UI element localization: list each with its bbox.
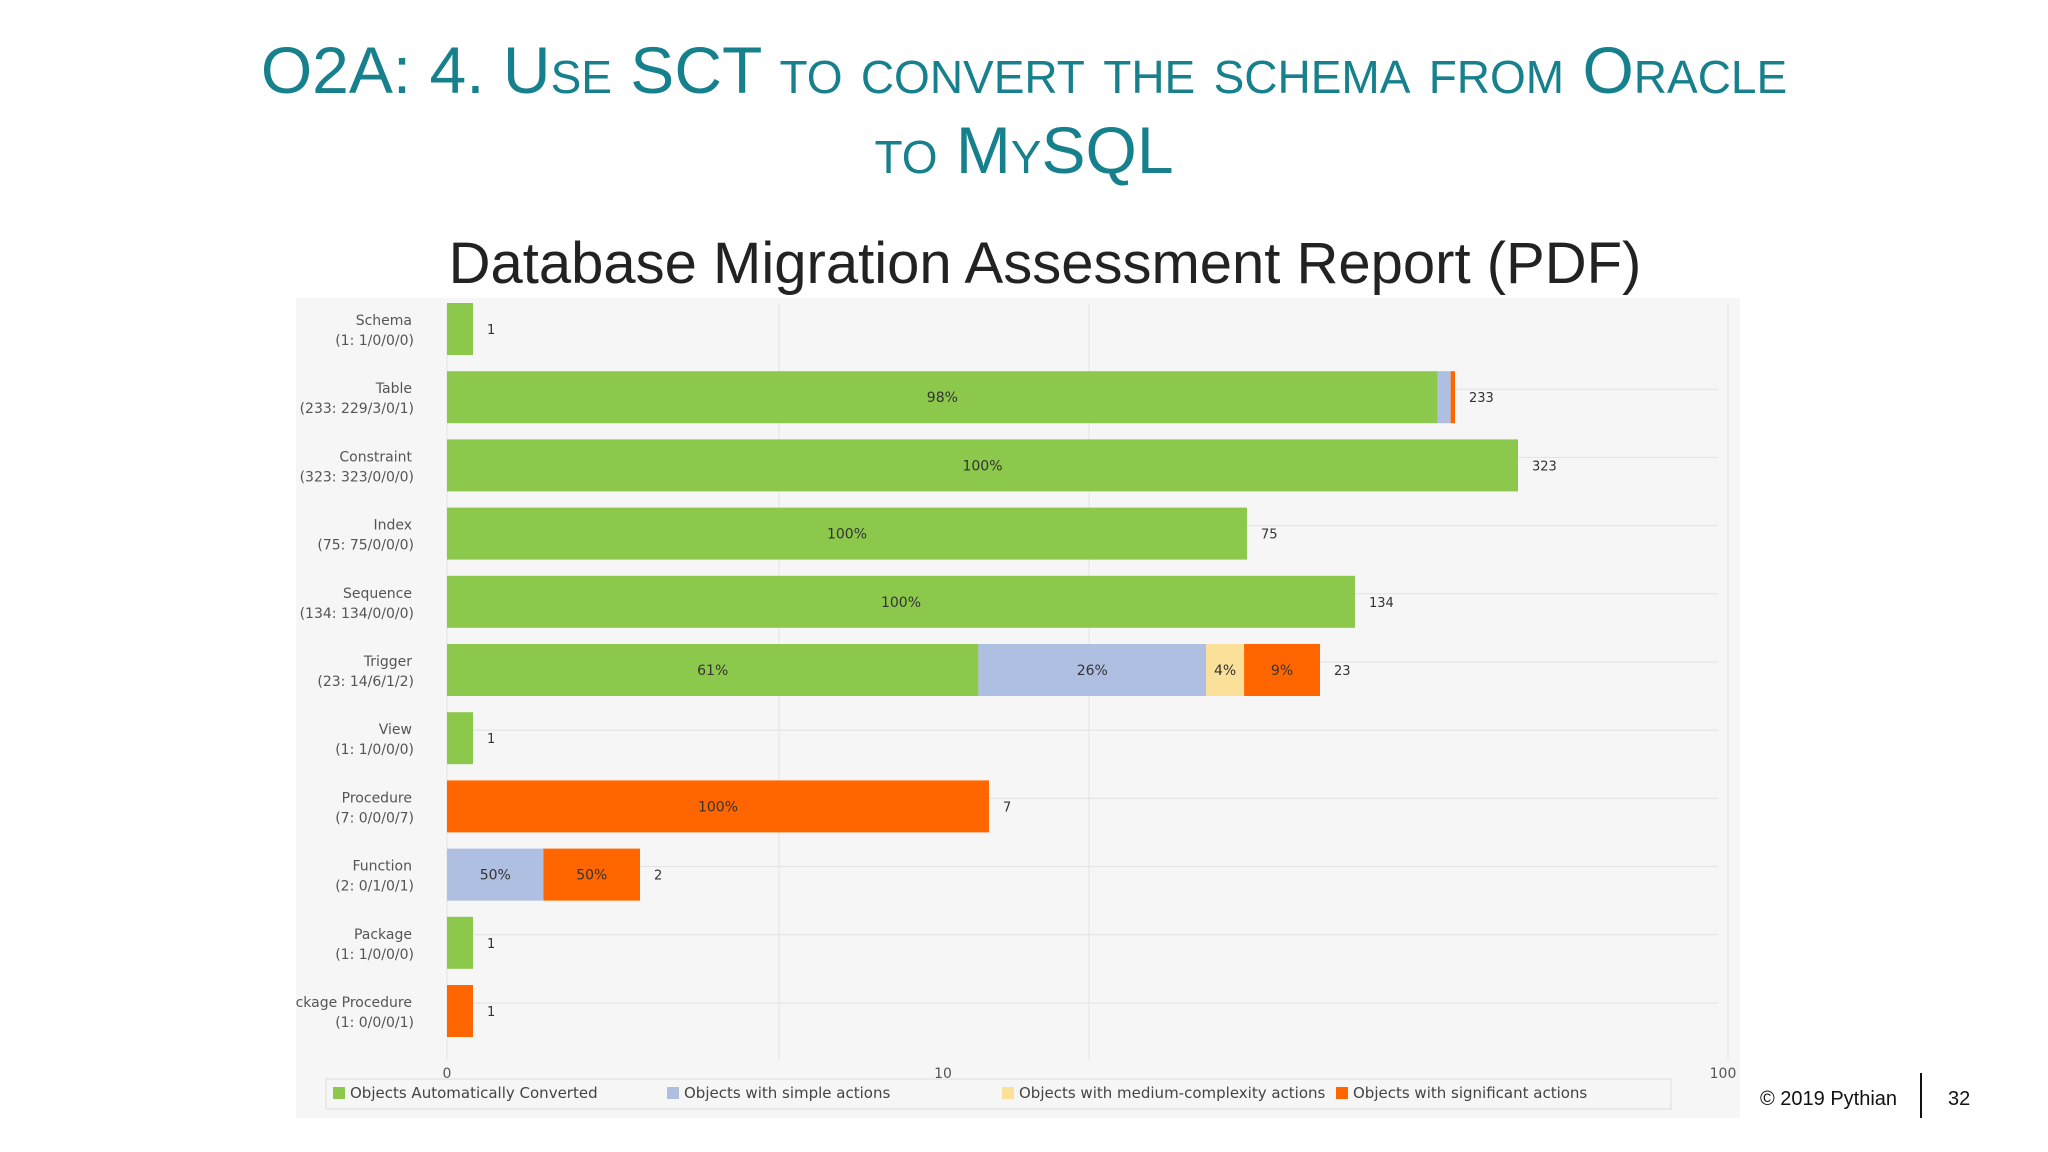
bar-total-label: 7 bbox=[1003, 800, 1011, 815]
bar-segment-objects-automatically-converted bbox=[447, 644, 979, 696]
bar-segment-objects-automatically-converted bbox=[447, 712, 473, 765]
category-label: Schema bbox=[356, 313, 412, 329]
slide-title-line2: to MySQL bbox=[874, 113, 1174, 187]
bar-total-label: 134 bbox=[1369, 596, 1394, 611]
category-sublabel: (23: 14/6/1/2) bbox=[317, 674, 414, 690]
bar-segment-objects-automatically-converted bbox=[447, 439, 1518, 492]
category-sublabel: (323: 323/0/0/0) bbox=[300, 469, 414, 485]
bar-percent-label: 4% bbox=[1214, 663, 1236, 679]
bar-segment-objects-with-simple-actions bbox=[1437, 371, 1451, 424]
bar-total-label: 2 bbox=[654, 869, 662, 884]
bar-percent-label: 61% bbox=[697, 663, 728, 679]
x-tick-label: 0 bbox=[443, 1066, 452, 1082]
category-sublabel: (2: 0/1/0/1) bbox=[335, 879, 414, 895]
category-sublabel: (7: 0/0/0/7) bbox=[335, 810, 414, 826]
bar-segment-objects-automatically-converted bbox=[447, 916, 473, 969]
bar-total-label: 1 bbox=[487, 937, 495, 952]
footer-copyright: © 2019 Pythian bbox=[1760, 1088, 1898, 1110]
x-tick-label: 10 bbox=[934, 1066, 952, 1082]
chart-panel: 0 10 100 Schema (1: 1/0/0/0) 1 Table (233: 229/… bbox=[296, 298, 1740, 1118]
category-sublabel: (1: 1/0/0/0) bbox=[335, 742, 414, 758]
bar-total-label: 23 bbox=[1334, 664, 1351, 679]
report-subtitle: Database Migration Assessment Report (PD… bbox=[448, 231, 1642, 296]
bar-segment-objects-with-significant-actions bbox=[1450, 371, 1455, 424]
category-label: Constraint bbox=[339, 449, 412, 465]
slide-title-line1: O2A: 4. Use SCT to convert the schema fr… bbox=[260, 33, 1788, 107]
category-sublabel: (1: 1/0/0/0) bbox=[335, 333, 414, 349]
category-sublabel: (134: 134/0/0/0) bbox=[300, 606, 414, 622]
slide-title: O2A: 4. Use SCT to convert the schema fr… bbox=[0, 30, 2048, 190]
legend-label: Objects with simple actions bbox=[684, 1084, 890, 1102]
category-label: Package bbox=[354, 927, 412, 943]
bar-segment-objects-with-significant-actions bbox=[543, 848, 640, 901]
category-label: View bbox=[379, 722, 412, 738]
category-label: Table bbox=[375, 381, 412, 397]
bar-percent-label: 100% bbox=[881, 595, 921, 611]
bar-percent-label: 98% bbox=[927, 390, 958, 406]
assessment-chart: 0 10 100 Schema (1: 1/0/0/0) 1 Table (233: 229/… bbox=[296, 303, 1737, 1110]
legend-swatch bbox=[1336, 1087, 1348, 1099]
category-label: Procedure bbox=[342, 790, 412, 806]
category-sublabel: (75: 75/0/0/0) bbox=[317, 538, 414, 554]
category-sublabel: (1: 0/0/0/1) bbox=[335, 1015, 414, 1031]
bar-segment-objects-automatically-converted bbox=[447, 371, 1438, 424]
bar-segment-objects-automatically-converted bbox=[447, 575, 1355, 628]
bar-percent-label: 26% bbox=[1077, 663, 1108, 679]
legend-box bbox=[325, 1078, 1672, 1110]
page-number: 32 bbox=[1948, 1088, 1971, 1110]
category-label: Sequence bbox=[343, 586, 412, 602]
category-sublabel: (233: 229/3/0/1) bbox=[300, 401, 414, 417]
bar-segment-objects-with-significant-actions bbox=[447, 780, 989, 833]
legend-label: Objects Automatically Converted bbox=[350, 1084, 598, 1102]
bar-segment-objects-with-significant-actions bbox=[447, 985, 473, 1037]
bar-segment-objects-with-simple-actions bbox=[447, 848, 544, 901]
bar-percent-label: 9% bbox=[1271, 663, 1293, 679]
category-sublabel: (1: 1/0/0/0) bbox=[335, 947, 414, 963]
bar-percent-label: 100% bbox=[827, 527, 867, 543]
legend-label: Objects with medium-complexity actions bbox=[1019, 1084, 1326, 1102]
bar-segment-objects-with-significant-actions bbox=[1244, 644, 1320, 696]
bar-segment-objects-with-medium-complexity-actions bbox=[1206, 644, 1245, 696]
bar-percent-label: 100% bbox=[962, 458, 1002, 474]
bar-segment-objects-automatically-converted bbox=[447, 507, 1247, 560]
footer-divider bbox=[1920, 1073, 1922, 1118]
bar-segment-objects-with-simple-actions bbox=[978, 644, 1207, 696]
legend-swatch bbox=[333, 1087, 345, 1099]
category-label: Index bbox=[373, 518, 412, 534]
category-label: Trigger bbox=[363, 654, 413, 670]
bar-total-label: 1 bbox=[487, 323, 495, 338]
legend-label: Objects with significant actions bbox=[1353, 1084, 1587, 1102]
bar-segment-objects-automatically-converted bbox=[447, 303, 473, 355]
legend-swatch bbox=[667, 1087, 679, 1099]
bar-total-label: 1 bbox=[487, 1005, 495, 1020]
category-label: Function bbox=[352, 859, 412, 875]
bar-total-label: 75 bbox=[1261, 528, 1278, 543]
bar-total-label: 1 bbox=[487, 732, 495, 747]
legend-swatch bbox=[1002, 1087, 1014, 1099]
x-tick-label: 100 bbox=[1710, 1066, 1737, 1082]
category-label: ckage Procedure bbox=[296, 995, 412, 1011]
bar-percent-label: 50% bbox=[480, 868, 511, 884]
bar-total-label: 233 bbox=[1469, 391, 1494, 406]
bar-percent-label: 100% bbox=[698, 799, 738, 815]
bar-total-label: 323 bbox=[1532, 459, 1557, 474]
bar-percent-label: 50% bbox=[576, 868, 607, 884]
